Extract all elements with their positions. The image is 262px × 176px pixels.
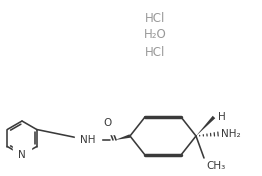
Text: HCl: HCl (145, 46, 165, 58)
Text: O: O (103, 118, 111, 128)
Text: N: N (18, 150, 26, 160)
Text: HCl: HCl (145, 11, 165, 24)
Polygon shape (196, 116, 215, 136)
Text: NH₂: NH₂ (221, 129, 241, 139)
Text: CH₃: CH₃ (206, 161, 225, 171)
Text: H₂O: H₂O (144, 29, 166, 42)
Polygon shape (115, 134, 130, 140)
Text: H: H (218, 112, 226, 122)
Text: NH: NH (80, 135, 96, 145)
